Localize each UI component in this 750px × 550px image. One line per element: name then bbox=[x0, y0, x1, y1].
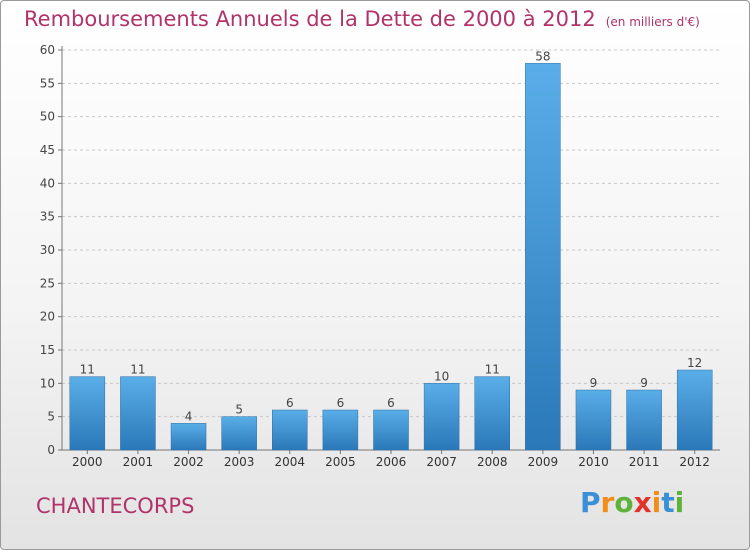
data-label: 9 bbox=[590, 376, 598, 390]
y-tick-label: 25 bbox=[40, 276, 55, 290]
grid-layer bbox=[62, 49, 720, 418]
bar-2000 bbox=[69, 376, 106, 451]
x-tick-label: 2010 bbox=[578, 455, 609, 469]
bar-2004 bbox=[272, 409, 308, 451]
x-tick-label: 2012 bbox=[679, 455, 710, 469]
bar-2001 bbox=[120, 376, 156, 451]
bar-2006 bbox=[373, 409, 409, 451]
y-tick-label: 10 bbox=[40, 376, 55, 390]
x-tick-label: 2009 bbox=[528, 455, 559, 469]
y-tick-label: 35 bbox=[40, 210, 55, 224]
x-tick-label: 2005 bbox=[325, 455, 356, 469]
y-tick-label: 30 bbox=[40, 243, 55, 257]
data-label: 11 bbox=[130, 363, 145, 377]
logo-letter: i bbox=[674, 486, 685, 519]
y-tick-label: 40 bbox=[40, 176, 55, 190]
data-label: 11 bbox=[485, 363, 500, 377]
logo-letter: i bbox=[651, 486, 662, 519]
x-tick-label: 2007 bbox=[426, 455, 457, 469]
bar-2005 bbox=[322, 409, 359, 451]
bar-2010 bbox=[575, 389, 612, 451]
data-label: 12 bbox=[687, 356, 702, 370]
x-tick-label: 2002 bbox=[173, 455, 204, 469]
bar-layer bbox=[69, 63, 713, 451]
data-label: 9 bbox=[640, 376, 648, 390]
chart-title: Remboursements Annuels de la Dette de 20… bbox=[24, 7, 700, 31]
y-tick-label: 60 bbox=[40, 43, 55, 57]
y-tick-label: 55 bbox=[40, 76, 55, 90]
data-label: 10 bbox=[434, 369, 449, 383]
data-label: 5 bbox=[235, 403, 243, 417]
bar-2011 bbox=[626, 389, 662, 451]
x-tick-label: 2001 bbox=[123, 455, 154, 469]
bar-2009 bbox=[525, 63, 561, 451]
logo-letter: x bbox=[633, 486, 652, 519]
data-label: 4 bbox=[185, 409, 193, 423]
proxiti-logo: Proxiti bbox=[580, 486, 684, 519]
x-tick-label: 2004 bbox=[274, 455, 305, 469]
chart-title-text: Remboursements Annuels de la Dette de 20… bbox=[24, 7, 596, 31]
y-tick-label: 50 bbox=[40, 110, 55, 124]
data-label: 6 bbox=[337, 396, 345, 410]
y-tick-label: 15 bbox=[40, 343, 55, 357]
data-label: 6 bbox=[387, 396, 395, 410]
bar-2012 bbox=[676, 369, 713, 451]
data-label: 6 bbox=[286, 396, 294, 410]
data-label: 58 bbox=[535, 49, 550, 63]
x-tick-label: 2011 bbox=[629, 455, 660, 469]
logo-letter: P bbox=[580, 486, 601, 519]
x-tick-label: 2008 bbox=[477, 455, 508, 469]
bar-2002 bbox=[170, 423, 207, 451]
x-tick-label: 2000 bbox=[72, 455, 103, 469]
logo-letter: t bbox=[661, 486, 675, 519]
y-tick-label: 5 bbox=[47, 410, 55, 424]
bar-2007 bbox=[423, 383, 460, 451]
y-tick-label: 20 bbox=[40, 310, 55, 324]
data-label: 11 bbox=[80, 363, 95, 377]
bar-2008 bbox=[474, 376, 510, 451]
x-tick-label: 2003 bbox=[224, 455, 255, 469]
y-tick-label: 45 bbox=[40, 143, 55, 157]
commune-name: CHANTECORPS bbox=[36, 494, 195, 518]
x-tick-label: 2006 bbox=[376, 455, 407, 469]
logo-letter: r bbox=[600, 486, 615, 519]
y-tick-label: 0 bbox=[47, 443, 55, 457]
logo-letter: o bbox=[614, 486, 634, 519]
bar-2003 bbox=[221, 416, 257, 451]
label-layer: 2000 11 2001 11 2002 4 2003 5 2004 6 2005 6 2006 6 200… bbox=[72, 49, 710, 469]
chart-unit: (en milliers d'€) bbox=[605, 15, 700, 29]
